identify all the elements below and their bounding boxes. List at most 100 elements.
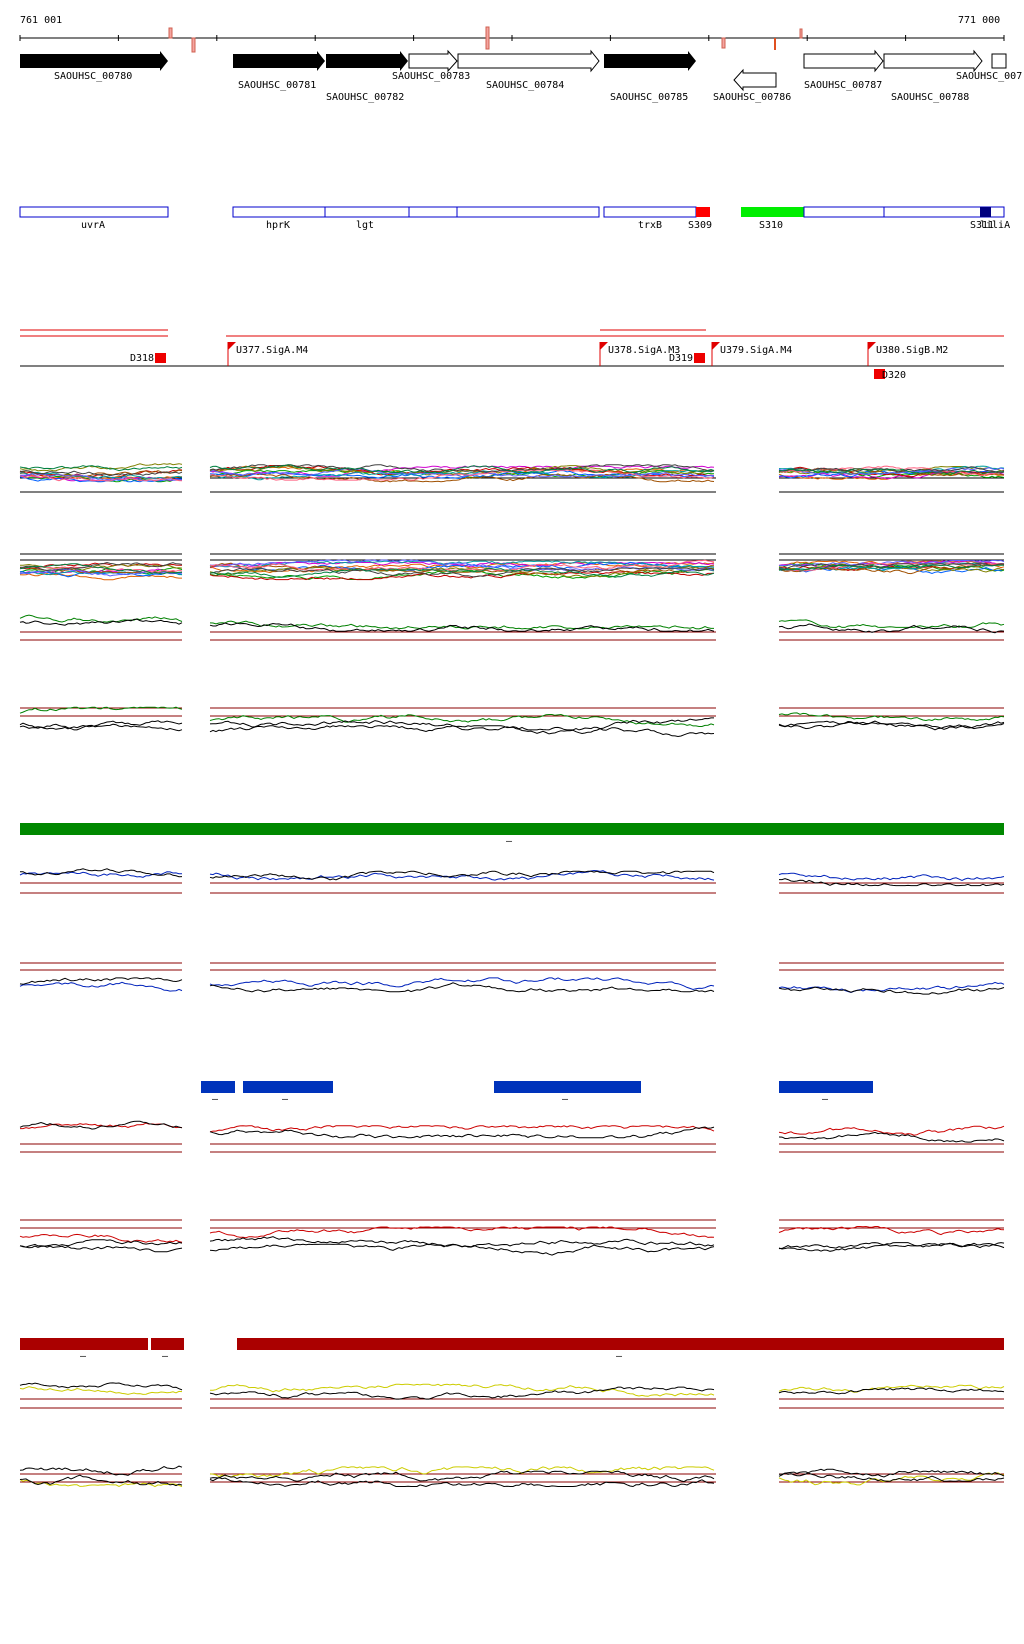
expression-line [209, 1125, 715, 1133]
highlight-bar-red[interactable] [237, 1338, 1004, 1350]
expression-line [209, 567, 715, 578]
expression-line [778, 1225, 1005, 1236]
promoter-flag-u378[interactable]: U378.SigA.M3 [599, 342, 680, 366]
expression-line [209, 468, 714, 478]
expression-line [778, 564, 1004, 571]
highlight-bar-red[interactable] [20, 1338, 148, 1350]
gene-arrow[interactable]: SAOUHSC_00784 [457, 49, 600, 91]
expression-line [778, 1131, 1005, 1143]
expression-line [19, 465, 183, 472]
expression-line [209, 1236, 715, 1248]
highlight-bar-blue[interactable] [779, 1081, 873, 1093]
annotation-box[interactable] [803, 206, 885, 218]
expression-line [209, 559, 714, 571]
annotation-box[interactable] [408, 206, 458, 218]
highlight-bar-green[interactable] [20, 823, 1004, 835]
highlight-bar-blue[interactable] [243, 1081, 333, 1093]
gene-label: SAOUHSC_00780 [54, 71, 132, 82]
highlight-bars: – – – – – – – – [20, 823, 1004, 1362]
highlight-bar-blue[interactable] [494, 1081, 641, 1093]
gene-arrow[interactable]: SAOUHSC_00788 [883, 49, 983, 103]
expression-line [209, 562, 715, 573]
expression-line [19, 561, 183, 572]
highlight-bar-blue[interactable] [201, 1081, 235, 1093]
expression-line [778, 1242, 1005, 1252]
promoter-flag-u377[interactable]: U377.SigA.M4 [227, 342, 308, 366]
expression-line [778, 720, 1005, 731]
expression-line [19, 1239, 183, 1249]
ruler-marker [774, 38, 776, 50]
expression-line [778, 1387, 1005, 1395]
gene-label: SAOUHSC_00785 [610, 92, 688, 103]
expression-line [19, 1386, 183, 1395]
expression-line [19, 1479, 183, 1488]
highlight-bar-label: – [616, 1351, 623, 1362]
downshift-marker-d320[interactable]: D320 [874, 369, 906, 381]
annotation-box-trxb[interactable] [603, 206, 697, 218]
annotation-box[interactable] [456, 206, 600, 218]
gene-arrow[interactable]: SAOUHSC_00780 [20, 51, 168, 82]
expression-line [19, 981, 183, 992]
regulatory-label: U379.SigA.M4 [720, 345, 792, 356]
promoter-flag-u379[interactable]: U379.SigA.M4 [711, 342, 792, 366]
expression-line [19, 1233, 183, 1243]
expression-line [19, 1243, 183, 1253]
expression-tracks [19, 463, 1005, 1488]
gene-arrow[interactable]: SAOUHSC_007 [956, 53, 1022, 82]
annotation-label-trxb: trxB [638, 220, 662, 231]
regulatory-label: D319 [669, 353, 693, 364]
highlight-bar-label: – [282, 1094, 289, 1105]
gene-arrow[interactable]: SAOUHSC_00783 [392, 49, 470, 82]
expression-line [19, 720, 183, 731]
ruler-start-label: 761 001 [20, 15, 62, 26]
annotation-box[interactable] [883, 206, 1005, 218]
annotation-label-lgt: lgt [356, 220, 374, 231]
expression-line [778, 872, 1005, 881]
downshift-marker-d318[interactable]: D318 [130, 353, 166, 364]
expression-line [19, 614, 183, 623]
expression-line [209, 469, 715, 481]
gene-arrow[interactable]: SAOUHSC_00781 [233, 51, 325, 91]
annotation-box-hprk[interactable] [232, 206, 326, 218]
annotation-label-lilia: liliA [980, 220, 1010, 231]
expression-line [209, 1466, 715, 1478]
gene-label: SAOUHSC_007 [956, 71, 1022, 82]
expression-line [19, 868, 183, 878]
expression-line [209, 1243, 715, 1256]
gene-label: SAOUHSC_00784 [486, 80, 564, 91]
expression-line [779, 878, 1005, 887]
expression-line [19, 706, 183, 714]
gene-arrow[interactable]: SAOUHSC_00785 [604, 51, 696, 103]
segment-label-s309: S309 [688, 220, 712, 231]
gene-arrow[interactable]: SAOUHSC_00786 [713, 68, 791, 103]
highlight-bar-red[interactable] [151, 1338, 184, 1350]
annotation-track: uvrA hprK lgt trxB S309 S310 S311 liliA [19, 206, 1010, 231]
segment-box-s309[interactable] [696, 207, 710, 217]
expression-line [778, 559, 1005, 567]
expression-line [19, 573, 182, 581]
segment-label-s310: S310 [759, 220, 783, 231]
regulatory-label: U377.SigA.M4 [236, 345, 308, 356]
expression-line [778, 467, 1005, 475]
regulatory-label: U380.SigB.M2 [876, 345, 948, 356]
expression-line [19, 470, 183, 477]
expression-line [19, 471, 183, 479]
expression-line [209, 622, 715, 632]
promoter-flag-u380[interactable]: U380.SigB.M2 [867, 342, 948, 366]
expression-line [778, 712, 1005, 722]
expression-line [778, 619, 1005, 628]
regulatory-track: D318 U377.SigA.M4 U378.SigA.M3 D319 U379… [20, 329, 1004, 381]
expression-line [209, 982, 715, 993]
segment-box-s310[interactable] [741, 207, 804, 217]
downshift-marker-d319[interactable]: D319 [669, 353, 705, 364]
expression-line [778, 563, 1004, 572]
annotation-box-lgt[interactable] [324, 206, 410, 218]
expression-line [19, 1120, 183, 1130]
segment-box-s311[interactable] [980, 207, 991, 217]
gene-arrow[interactable]: SAOUHSC_00787 [803, 49, 884, 91]
expression-line [210, 1383, 715, 1397]
gene-arrow[interactable]: SAOUHSC_00782 [326, 51, 408, 103]
annotation-box-uvra[interactable] [19, 206, 169, 218]
